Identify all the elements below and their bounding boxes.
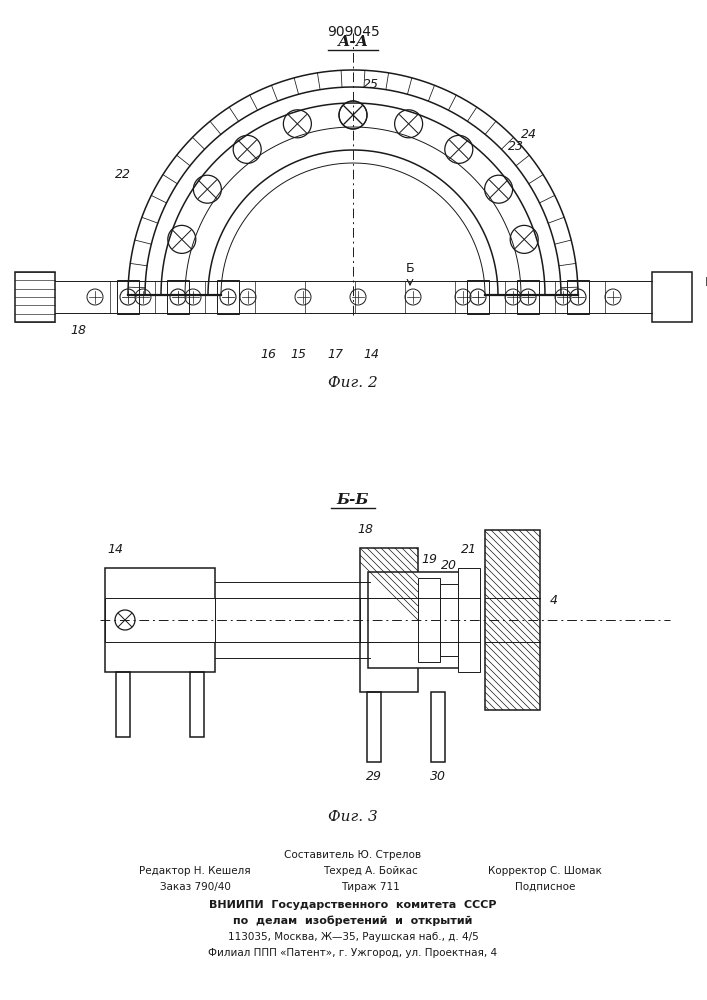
Text: 30: 30 — [430, 770, 446, 783]
Text: Тираж 711: Тираж 711 — [341, 882, 399, 892]
Bar — [217, 280, 239, 314]
Text: Фиг. 3: Фиг. 3 — [328, 810, 378, 824]
Bar — [485, 530, 540, 710]
Text: 14: 14 — [363, 349, 379, 361]
Text: Филиал ППП «Патент», г. Ужгород, ул. Проектная, 4: Филиал ППП «Патент», г. Ужгород, ул. Про… — [209, 948, 498, 958]
Bar — [105, 568, 215, 672]
Text: Подписное: Подписное — [515, 882, 575, 892]
Bar — [368, 572, 468, 668]
Text: Заказ 790/40: Заказ 790/40 — [160, 882, 230, 892]
Text: 113035, Москва, Ж—35, Раушская наб., д. 4/5: 113035, Москва, Ж—35, Раушская наб., д. … — [228, 932, 479, 942]
Text: Корректор С. Шомак: Корректор С. Шомак — [488, 866, 602, 876]
Text: 29: 29 — [366, 770, 382, 783]
Text: 16: 16 — [260, 349, 276, 361]
Bar — [15, 272, 55, 322]
Bar — [440, 584, 458, 656]
Text: 18: 18 — [70, 324, 86, 336]
Bar — [431, 692, 445, 762]
Text: 24: 24 — [521, 128, 537, 141]
Bar — [360, 598, 418, 642]
Bar — [467, 280, 489, 314]
Text: 14: 14 — [107, 543, 123, 556]
Bar — [360, 548, 418, 692]
Bar — [567, 280, 589, 314]
Text: Б: Б — [705, 276, 707, 290]
Bar — [652, 272, 692, 322]
Text: 17: 17 — [327, 349, 343, 361]
Bar — [418, 578, 440, 662]
Text: Фиг. 2: Фиг. 2 — [328, 376, 378, 390]
Text: 22: 22 — [115, 168, 131, 182]
Text: Редактор Н. Кешеля: Редактор Н. Кешеля — [139, 866, 251, 876]
Text: Б: Б — [406, 262, 414, 275]
Text: 4: 4 — [550, 593, 558, 606]
Bar — [117, 280, 139, 314]
Text: 909045: 909045 — [327, 25, 380, 39]
Bar — [458, 568, 480, 672]
Text: 23: 23 — [508, 140, 524, 153]
Bar — [105, 598, 215, 642]
Text: Составитель Ю. Стрелов: Составитель Ю. Стрелов — [284, 850, 421, 860]
Bar — [367, 692, 381, 762]
Text: 15: 15 — [290, 349, 306, 361]
Text: 19: 19 — [421, 553, 437, 566]
Bar — [517, 280, 539, 314]
Text: 20: 20 — [441, 559, 457, 572]
Text: по  делам  изобретений  и  открытий: по делам изобретений и открытий — [233, 916, 473, 926]
Text: 25: 25 — [363, 79, 379, 92]
Bar — [167, 280, 189, 314]
Bar — [190, 672, 204, 737]
Bar — [116, 672, 130, 737]
Text: Б-Б: Б-Б — [337, 493, 369, 507]
Text: А-А: А-А — [337, 35, 368, 49]
Text: Техред А. Бойкас: Техред А. Бойкас — [322, 866, 417, 876]
Text: ВНИИПИ  Государственного  комитета  СССР: ВНИИПИ Государственного комитета СССР — [209, 900, 497, 910]
Text: 21: 21 — [461, 543, 477, 556]
Text: 18: 18 — [357, 523, 373, 536]
